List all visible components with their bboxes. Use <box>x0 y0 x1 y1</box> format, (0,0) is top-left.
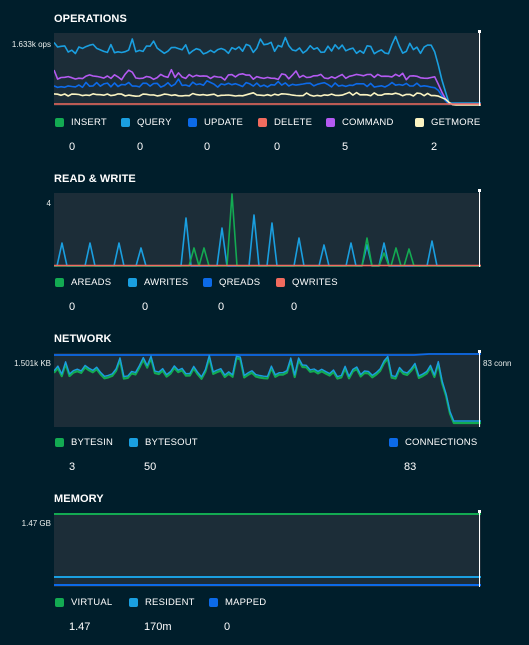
read-write-cursor[interactable] <box>478 189 481 267</box>
legend-command[interactable]: COMMAND <box>326 117 394 128</box>
connections-value: 83 <box>404 461 417 473</box>
legend-bytesin[interactable]: BYTESIN <box>55 437 113 448</box>
bytesout-value: 50 <box>144 461 157 473</box>
legend-areads-label: AREADS <box>71 277 112 288</box>
legend-insert-label: INSERT <box>71 117 107 128</box>
memory-cursor[interactable] <box>478 510 481 587</box>
legend-command-label: COMMAND <box>342 117 394 128</box>
legend-insert[interactable]: INSERT <box>55 117 107 128</box>
legend-getmore-label: GETMORE <box>431 117 481 128</box>
legend-delete-label: DELETE <box>274 117 313 128</box>
getmore-swatch <box>415 118 424 127</box>
legend-awrites-label: AWRITES <box>144 277 189 288</box>
areads-swatch <box>55 278 64 287</box>
legend-virtual-label: VIRTUAL <box>71 597 113 608</box>
legend-connections[interactable]: CONNECTIONS <box>389 437 477 448</box>
delete-swatch <box>258 118 267 127</box>
legend-resident-label: RESIDENT <box>145 597 195 608</box>
memory-chart <box>54 513 481 587</box>
legend-bytesout[interactable]: BYTESOUT <box>129 437 198 448</box>
query-swatch <box>121 118 130 127</box>
resident-swatch <box>129 598 138 607</box>
virtual-swatch <box>55 598 64 607</box>
network-y-max-label: 1.501k KB <box>14 359 51 368</box>
network-y2-max-label: 83 conn <box>483 359 512 368</box>
command-series <box>54 68 481 105</box>
legend-getmore[interactable]: GETMORE <box>415 117 480 128</box>
update-value: 0 <box>204 141 211 153</box>
bytesout-series <box>54 354 481 422</box>
legend-connections-label: CONNECTIONS <box>405 437 478 448</box>
legend-areads[interactable]: AREADS <box>55 277 111 288</box>
memory-y-max-label: 1.47 GB <box>21 519 51 528</box>
legend-resident[interactable]: RESIDENT <box>129 597 195 608</box>
areads-value: 0 <box>69 301 76 313</box>
mapped-value: 0 <box>224 621 231 633</box>
read-write-panel: READ & WRITE 4 AREADS AWRITES QREADS QWR… <box>0 160 529 320</box>
legend-query-label: QUERY <box>137 117 172 128</box>
insert-value: 0 <box>69 141 76 153</box>
command-value: 5 <box>342 141 349 153</box>
qreads-swatch <box>203 278 212 287</box>
legend-mapped[interactable]: MAPPED <box>209 597 266 608</box>
operations-y-max-label: 1.633k ops <box>11 40 51 49</box>
legend-update[interactable]: UPDATE <box>188 117 243 128</box>
legend-bytesin-label: BYTESIN <box>71 437 114 448</box>
legend-update-label: UPDATE <box>204 117 244 128</box>
network-cursor[interactable] <box>478 350 481 427</box>
operations-panel: OPERATIONS 1.633k ops INSERT QUERY UPDAT… <box>0 0 529 160</box>
qwrites-swatch <box>276 278 285 287</box>
legend-virtual[interactable]: VIRTUAL <box>55 597 112 608</box>
query-value: 0 <box>137 141 144 153</box>
memory-title: MEMORY <box>54 493 104 505</box>
connections-series <box>54 353 481 356</box>
awrites-series <box>54 214 481 267</box>
bytesin-swatch <box>55 438 64 447</box>
virtual-value: 1.47 <box>69 621 91 633</box>
read-write-title: READ & WRITE <box>54 173 136 185</box>
delete-value: 0 <box>274 141 281 153</box>
read-write-y-max-label: 4 <box>46 199 51 208</box>
mapped-swatch <box>209 598 218 607</box>
connections-swatch <box>389 438 398 447</box>
getmore-value: 2 <box>431 141 438 153</box>
bytesin-value: 3 <box>69 461 76 473</box>
update-series <box>54 78 481 105</box>
query-series <box>54 35 481 104</box>
insert-swatch <box>55 118 64 127</box>
resident-line <box>54 576 481 578</box>
legend-delete[interactable]: DELETE <box>258 117 312 128</box>
resident-value: 170m <box>144 621 172 633</box>
legend-bytesout-label: BYTESOUT <box>145 437 198 448</box>
qreads-value: 0 <box>218 301 225 313</box>
legend-qwrites-label: QWRITES <box>292 277 338 288</box>
operations-chart <box>54 33 481 106</box>
bytesin-series <box>54 356 481 425</box>
legend-qwrites[interactable]: QWRITES <box>276 277 338 288</box>
legend-mapped-label: MAPPED <box>225 597 267 608</box>
legend-query[interactable]: QUERY <box>121 117 172 128</box>
awrites-swatch <box>128 278 137 287</box>
legend-qreads[interactable]: QREADS <box>203 277 260 288</box>
bytesout-swatch <box>129 438 138 447</box>
command-swatch <box>326 118 335 127</box>
operations-cursor[interactable] <box>478 30 481 106</box>
network-title: NETWORK <box>54 333 112 345</box>
update-swatch <box>188 118 197 127</box>
awrites-value: 0 <box>142 301 149 313</box>
read-write-chart <box>54 193 481 267</box>
virtual-line <box>54 513 481 515</box>
network-chart <box>54 353 481 427</box>
network-panel: NETWORK 1.501k KB 83 conn BYTESIN BYTESO… <box>0 320 529 480</box>
qwrites-value: 0 <box>291 301 298 313</box>
memory-panel: MEMORY 1.47 GB VIRTUAL RESIDENT MAPPED 1… <box>0 480 529 645</box>
operations-title: OPERATIONS <box>54 13 127 25</box>
mapped-line <box>54 584 481 586</box>
legend-awrites[interactable]: AWRITES <box>128 277 188 288</box>
legend-qreads-label: QREADS <box>219 277 261 288</box>
getmore-series <box>54 91 481 106</box>
